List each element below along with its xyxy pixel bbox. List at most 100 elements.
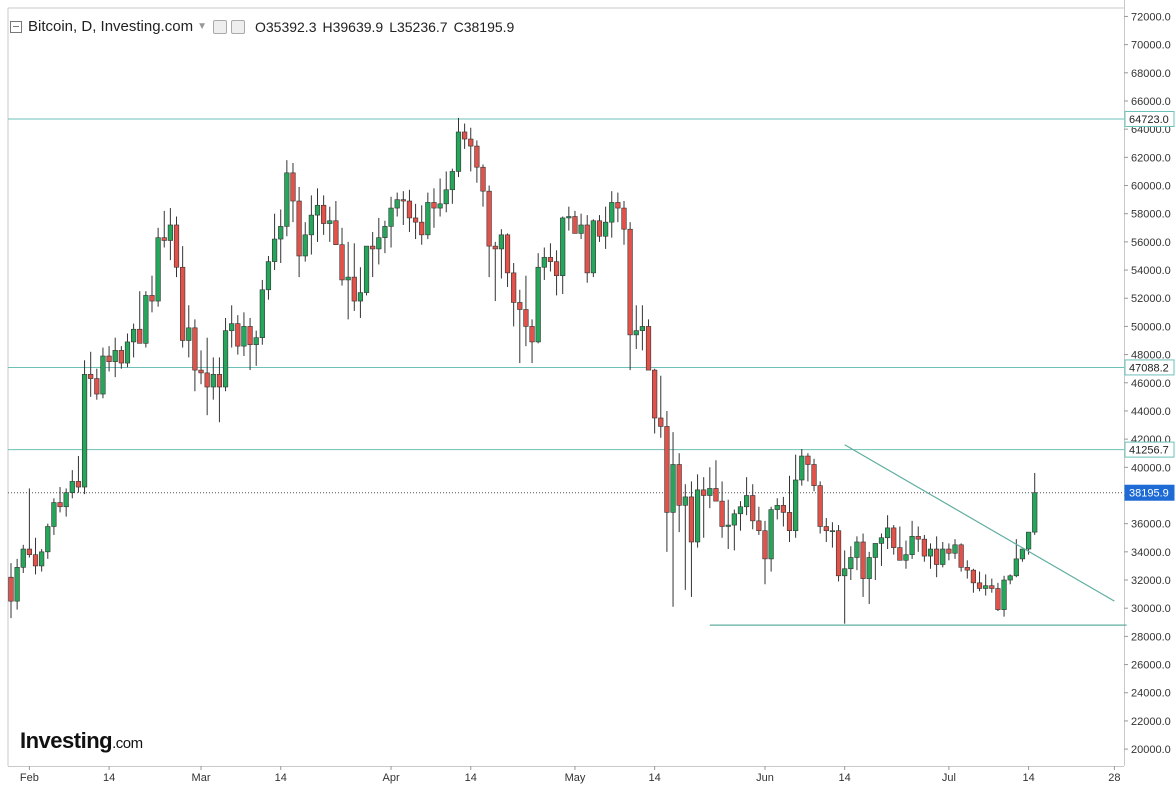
candle-body (167, 224, 173, 241)
candle (32, 537, 39, 575)
candle-body (1032, 492, 1038, 533)
candle (793, 454, 799, 538)
y-tick-label: 46000.0 (1131, 378, 1171, 390)
eye-icon[interactable] (212, 19, 227, 34)
candle (155, 227, 161, 307)
candle (774, 498, 780, 520)
x-tick-label: 14 (465, 772, 477, 784)
candle-body (909, 536, 915, 555)
candle (652, 368, 658, 434)
candle-body (774, 505, 780, 510)
candle-body (235, 323, 241, 347)
candle-body (8, 576, 14, 602)
candle-body (780, 505, 786, 513)
candle (664, 410, 670, 552)
candle-body (578, 224, 584, 234)
candle (357, 267, 364, 318)
candle (204, 337, 210, 416)
candle-body (94, 378, 100, 395)
candle (676, 453, 682, 533)
price-tag-box (1124, 110, 1175, 127)
candle-body (425, 202, 431, 236)
candle-body (161, 237, 167, 241)
candle-body (351, 276, 357, 302)
chart-title[interactable]: Bitcoin, D, Investing.com (28, 18, 194, 35)
candle-body (560, 217, 566, 276)
y-tick-label: 66000.0 (1131, 96, 1171, 108)
candle-body (210, 374, 216, 388)
candle-body (284, 172, 290, 227)
candle (670, 432, 676, 607)
candle-body (842, 568, 848, 577)
candle (112, 337, 118, 378)
trendline (844, 444, 1115, 602)
candle-body (198, 369, 204, 374)
candle (946, 543, 952, 561)
candle (425, 192, 431, 240)
y-tick-label: 68000.0 (1131, 68, 1171, 80)
candle (216, 357, 223, 423)
candle-body (75, 481, 82, 488)
candle-body (897, 547, 903, 561)
candle (811, 458, 817, 492)
candle (854, 536, 860, 571)
logo-suffix: .com (112, 735, 143, 752)
candle-body (247, 326, 253, 346)
candle-body (81, 374, 88, 488)
candle (750, 484, 756, 530)
candle-body (296, 200, 302, 257)
candle (786, 475, 793, 542)
candle-body (915, 536, 921, 540)
candle (701, 477, 707, 538)
candle (707, 467, 713, 509)
candle (100, 347, 106, 399)
candle-body (314, 204, 321, 216)
candle (8, 563, 14, 619)
candle (69, 470, 75, 499)
candle (627, 222, 633, 371)
y-tick-label: 44000.0 (1131, 406, 1171, 418)
candle-body (290, 172, 296, 202)
y-tick-label: 54000.0 (1131, 265, 1171, 277)
collapse-icon[interactable] (10, 20, 22, 33)
candle-body (480, 166, 486, 192)
candle (106, 346, 112, 372)
candle (780, 496, 786, 527)
candle-body (621, 207, 627, 230)
candle (81, 360, 88, 495)
candle (805, 453, 811, 482)
y-tick-label: 30000.0 (1131, 603, 1171, 615)
candle-body (124, 341, 131, 364)
candle-body (817, 485, 823, 527)
candle (743, 477, 750, 516)
x-tick-label: 14 (649, 772, 661, 784)
candle-body (259, 289, 265, 338)
candle (20, 544, 26, 573)
x-tick-label: May (565, 772, 586, 784)
candle (584, 215, 590, 283)
candle-body (584, 224, 590, 274)
candle-body (394, 199, 400, 209)
candle-body (688, 496, 695, 543)
candle (63, 488, 69, 517)
candle (842, 550, 848, 624)
candle (198, 350, 204, 385)
candle (713, 460, 719, 502)
candle (921, 534, 927, 562)
candle (915, 526, 921, 552)
candle-body (756, 520, 762, 532)
candle (235, 315, 241, 355)
candle (547, 243, 554, 272)
price-tags: 64723.0 47088.2 41256.7 38195.9 (1124, 110, 1175, 501)
candle (976, 571, 983, 592)
ohlc-close: C38195.9 (453, 18, 515, 35)
candle (719, 481, 725, 538)
candle-body (370, 245, 376, 250)
settings-icon[interactable] (230, 19, 245, 34)
chevron-down-icon[interactable]: ▼ (197, 21, 207, 32)
candle-body (701, 489, 707, 496)
candle (400, 191, 406, 225)
candle (603, 206, 609, 249)
